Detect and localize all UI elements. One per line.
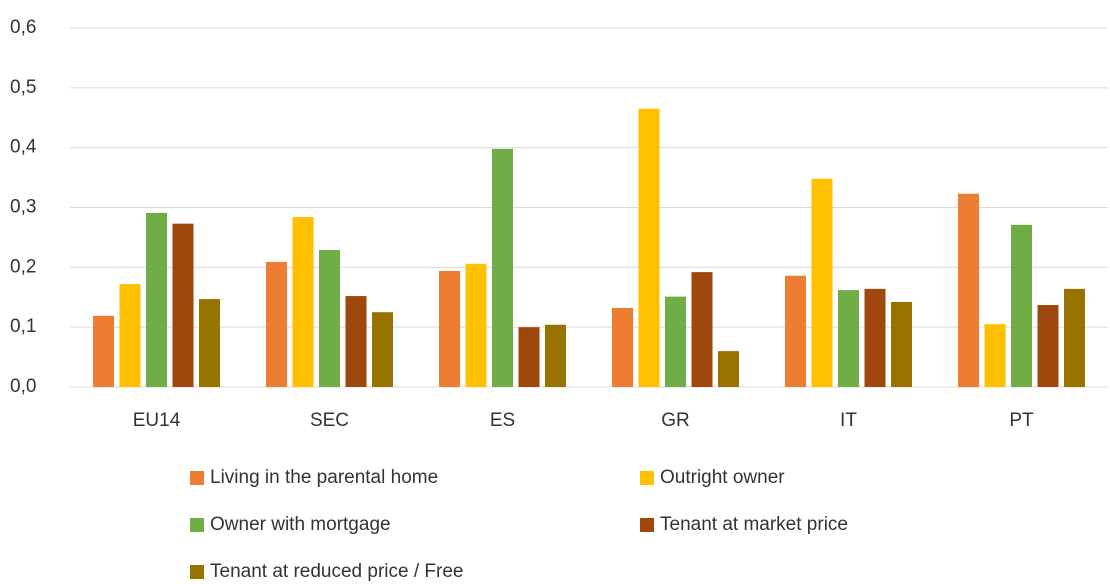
- bar: [785, 275, 806, 387]
- x-tick-label: SEC: [310, 410, 349, 431]
- bar: [93, 315, 114, 387]
- bar: [119, 284, 141, 387]
- legend-label: Owner with mortgage: [210, 514, 391, 535]
- bar: [838, 290, 859, 387]
- bar: [518, 327, 540, 387]
- bar: [266, 261, 287, 387]
- bar: [612, 308, 633, 387]
- bar: [545, 324, 566, 387]
- legend-swatch: [190, 518, 204, 532]
- bar: [1064, 288, 1085, 387]
- x-tick-label: ES: [490, 410, 515, 431]
- legend-label: Tenant at reduced price / Free: [210, 561, 463, 582]
- bar: [172, 223, 194, 387]
- bar: [958, 193, 979, 387]
- bar: [345, 296, 367, 387]
- y-tick-label: 0,0: [10, 376, 36, 397]
- bar: [1037, 305, 1059, 387]
- legend-label: Tenant at market price: [660, 514, 848, 535]
- bar: [691, 272, 713, 387]
- bar: [891, 302, 912, 387]
- x-tick-label: IT: [840, 410, 857, 431]
- bar: [638, 108, 660, 388]
- bar: [718, 351, 739, 387]
- legend-swatch: [190, 565, 204, 579]
- bar: [492, 148, 513, 387]
- y-tick-label: 0,1: [10, 316, 36, 337]
- legend-swatch: [640, 471, 654, 485]
- legend-swatch: [190, 471, 204, 485]
- y-tick-label: 0,3: [10, 197, 36, 218]
- bar: [319, 249, 340, 387]
- bar: [984, 324, 1006, 387]
- bar: [1011, 224, 1032, 387]
- y-tick-label: 0,2: [10, 256, 36, 277]
- legend-label: Outright owner: [660, 467, 785, 488]
- y-tick-label: 0,6: [10, 17, 36, 38]
- y-tick-label: 0,4: [10, 137, 37, 158]
- bar: [811, 178, 833, 387]
- x-tick-label: EU14: [133, 410, 181, 431]
- bar: [292, 217, 314, 387]
- x-tick-label: GR: [661, 410, 690, 431]
- bar: [199, 299, 220, 387]
- y-tick-label: 0,5: [10, 77, 36, 98]
- legend-swatch: [640, 518, 654, 532]
- bar: [372, 312, 393, 387]
- x-tick-label: PT: [1009, 410, 1034, 431]
- bar: [439, 270, 460, 387]
- bar: [146, 212, 167, 387]
- bar: [465, 263, 487, 387]
- bar: [665, 296, 686, 387]
- legend-label: Living in the parental home: [210, 467, 438, 488]
- bar: [864, 288, 886, 387]
